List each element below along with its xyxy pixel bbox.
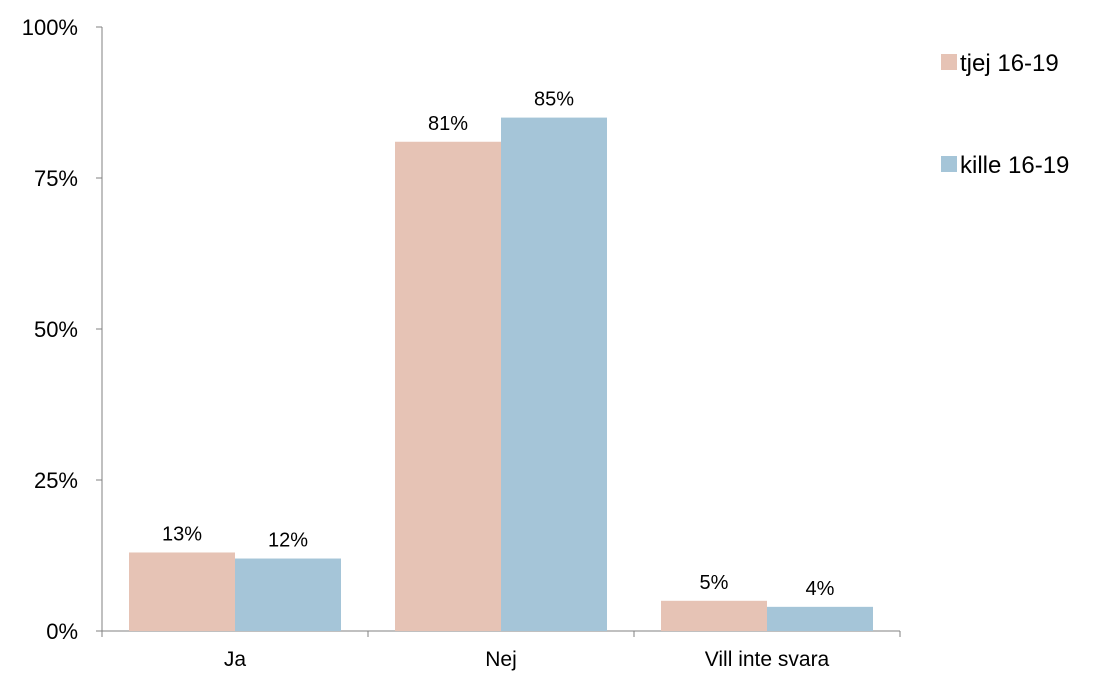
- data-label: 81%: [428, 113, 468, 135]
- legend-label: kille 16-19: [960, 152, 1069, 179]
- data-label: 85%: [534, 89, 574, 111]
- x-axis: Ja Nej Vill inte svara: [101, 630, 901, 671]
- bars: [129, 117, 873, 632]
- bar: [235, 558, 341, 631]
- y-axis: 0% 25% 50% 75% 100%: [22, 15, 103, 644]
- x-category-label: Ja: [224, 648, 247, 671]
- data-label: 4%: [806, 578, 835, 600]
- bar: [501, 117, 607, 632]
- y-tick-label: 0%: [46, 619, 78, 644]
- x-category-label: Vill inte svara: [705, 648, 830, 671]
- y-tick-label: 75%: [34, 166, 78, 191]
- bar: [395, 141, 501, 631]
- data-label: 12%: [268, 530, 308, 552]
- legend-swatch: [941, 156, 957, 172]
- legend-label: tjej 16-19: [960, 50, 1059, 77]
- x-category-label: Nej: [485, 648, 517, 671]
- bar: [767, 606, 873, 631]
- y-tick-label: 25%: [34, 468, 78, 493]
- y-tick-label: 100%: [22, 15, 78, 40]
- data-label: 5%: [700, 572, 729, 594]
- data-labels: 13% 81% 5% 12% 85% 4%: [162, 89, 835, 600]
- bar: [661, 600, 767, 631]
- data-label: 13%: [162, 523, 202, 545]
- legend: tjej 16-19 kille 16-19: [941, 50, 1069, 179]
- y-tick-label: 50%: [34, 317, 78, 342]
- bar: [129, 552, 235, 631]
- legend-swatch: [941, 54, 957, 70]
